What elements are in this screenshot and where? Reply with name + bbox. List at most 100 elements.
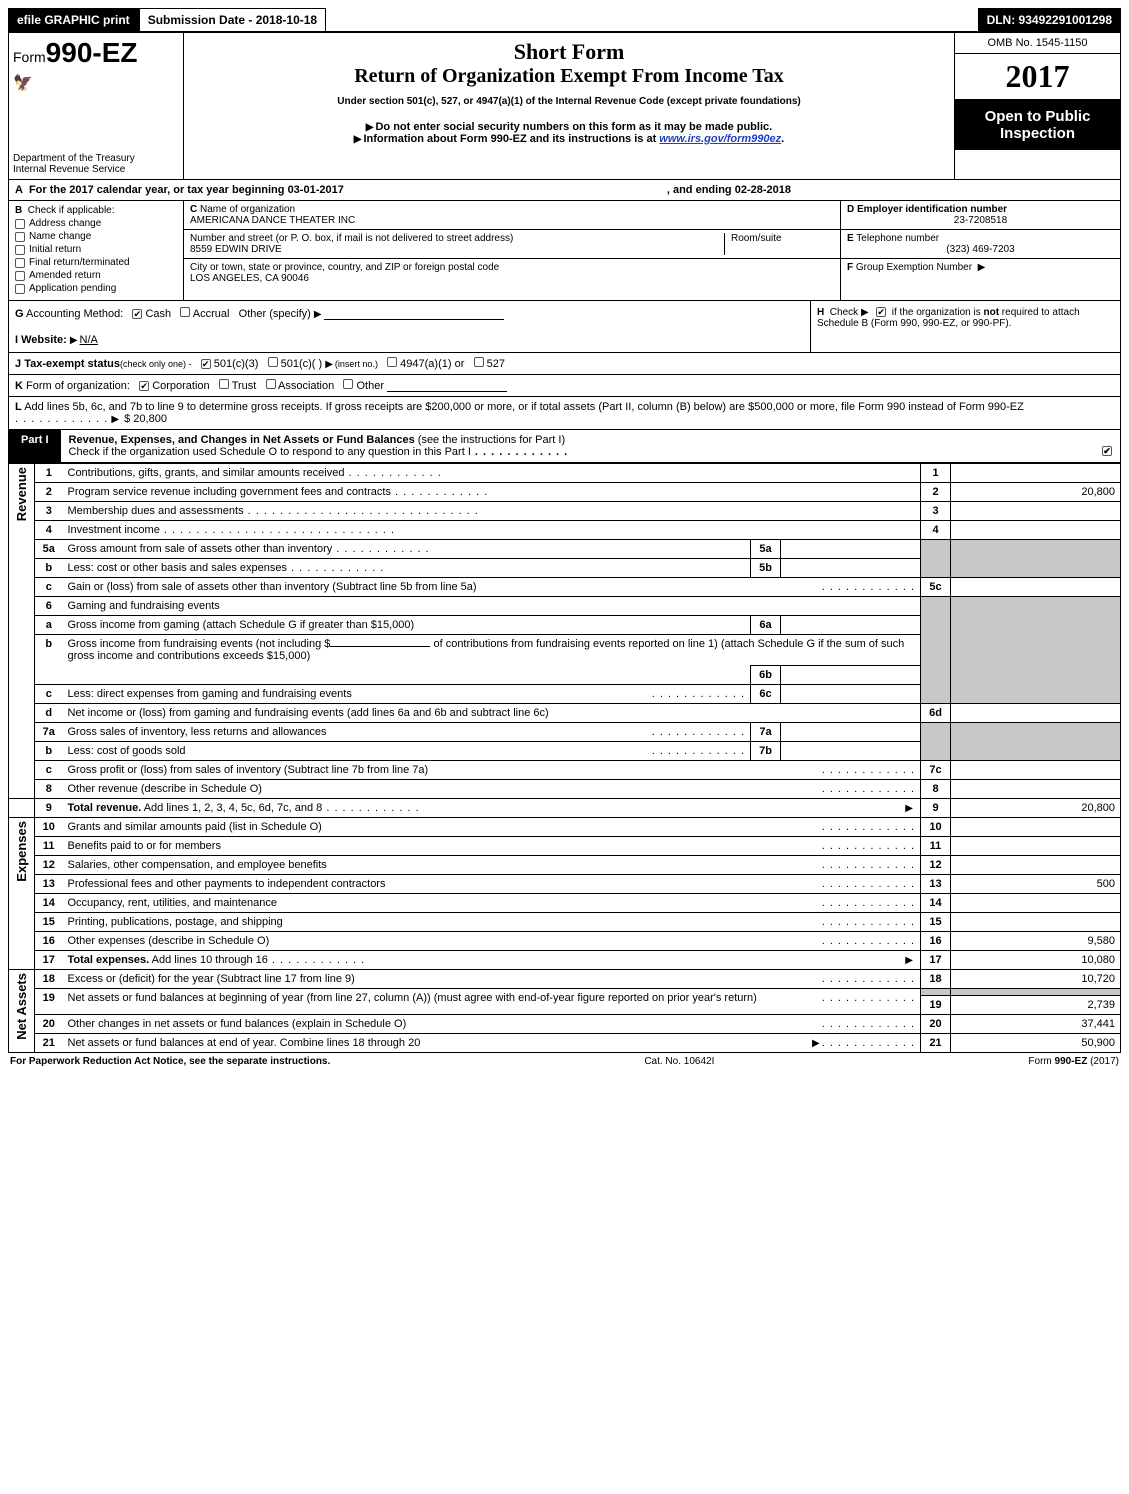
- chk-final-return[interactable]: Final return/terminated: [15, 257, 177, 268]
- line-9: 9 Total revenue. Add lines 1, 2, 3, 4, 5…: [9, 799, 1121, 818]
- chk-501c[interactable]: [268, 357, 278, 367]
- side-revenue: Revenue: [14, 467, 29, 521]
- chk-accrual[interactable]: [180, 307, 190, 317]
- street-label: Number and street (or P. O. box, if mail…: [190, 233, 513, 244]
- dln-badge: DLN: 93492291001298: [978, 8, 1121, 32]
- line-12: 12 Salaries, other compensation, and emp…: [9, 856, 1121, 875]
- section-c: C Name of organization AMERICANA DANCE T…: [184, 201, 840, 300]
- form-prefix: Form: [13, 49, 46, 65]
- city-value: LOS ANGELES, CA 90046: [190, 273, 309, 284]
- chk-cash[interactable]: [132, 309, 142, 319]
- line-20: 20 Other changes in net assets or fund b…: [9, 1015, 1121, 1034]
- label-e: E: [847, 233, 854, 244]
- line-7a: 7a Gross sales of inventory, less return…: [9, 723, 1121, 742]
- section-b-title: Check if applicable:: [28, 205, 115, 216]
- line-15: 15 Printing, publications, postage, and …: [9, 913, 1121, 932]
- section-b: B Check if applicable: Address change Na…: [9, 201, 184, 300]
- form990ez-link[interactable]: www.irs.gov/form990ez: [659, 133, 781, 145]
- part1-table: Revenue 1 Contributions, gifts, grants, …: [8, 463, 1121, 1053]
- title-return: Return of Organization Exempt From Incom…: [190, 65, 948, 88]
- label-l: L: [15, 401, 22, 413]
- line-11: 11 Benefits paid to or for members 11: [9, 837, 1121, 856]
- label-k: K: [15, 380, 23, 392]
- fundraising-amount-input[interactable]: [330, 646, 430, 647]
- line-5c: c Gain or (loss) from sale of assets oth…: [9, 578, 1121, 597]
- chk-4947a1[interactable]: [387, 357, 397, 367]
- section-j: J Tax-exempt status(check only one) - 50…: [8, 353, 1121, 375]
- line-21: 21 Net assets or fund balances at end of…: [9, 1034, 1121, 1053]
- section-a: A For the 2017 calendar year, or tax yea…: [8, 180, 1121, 201]
- ssn-warning: Do not enter social security numbers on …: [190, 121, 948, 133]
- line-2: 2 Program service revenue including gove…: [9, 483, 1121, 502]
- chk-501c3[interactable]: [201, 359, 211, 369]
- line-1: Revenue 1 Contributions, gifts, grants, …: [9, 464, 1121, 483]
- form-of-org-label: Form of organization:: [26, 380, 130, 392]
- form-header: Form990-EZ 🦅 Department of the Treasury …: [8, 32, 1121, 180]
- page-footer: For Paperwork Reduction Act Notice, see …: [8, 1053, 1121, 1070]
- org-name-label: Name of organization: [200, 204, 295, 215]
- label-h: H: [817, 307, 824, 318]
- part1-title: Revenue, Expenses, and Changes in Net As…: [69, 434, 418, 446]
- line-4: 4 Investment income 4: [9, 521, 1121, 540]
- open-to-public: Open to Public Inspection: [955, 100, 1120, 150]
- org-name: AMERICANA DANCE THEATER INC: [190, 215, 355, 226]
- section-def: D Employer identification number 23-7208…: [840, 201, 1120, 300]
- chk-name-change[interactable]: Name change: [15, 231, 177, 242]
- tax-exempt-label: Tax-exempt status: [24, 358, 120, 370]
- arrow-icon: [978, 262, 988, 273]
- other-specify-input[interactable]: [324, 319, 504, 320]
- line-18: Net Assets 18 Excess or (deficit) for th…: [9, 970, 1121, 989]
- section-g: G Accounting Method: Cash Accrual Other …: [15, 307, 804, 320]
- ein-label: Employer identification number: [857, 204, 1007, 215]
- section-a-text: For the 2017 calendar year, or tax year …: [29, 184, 344, 196]
- side-netassets: Net Assets: [14, 973, 29, 1040]
- chk-other-org[interactable]: [343, 379, 353, 389]
- section-l: L Add lines 5b, 6c, and 7b to line 9 to …: [8, 397, 1121, 430]
- line-7c: c Gross profit or (loss) from sales of i…: [9, 761, 1121, 780]
- chk-amended-return[interactable]: Amended return: [15, 270, 177, 281]
- chk-address-change[interactable]: Address change: [15, 218, 177, 229]
- chk-application-pending[interactable]: Application pending: [15, 283, 177, 294]
- group-exemption-label: Group Exemption Number: [856, 262, 972, 273]
- line-3: 3 Membership dues and assessments 3: [9, 502, 1121, 521]
- label-i: I: [15, 334, 18, 346]
- room-suite: Room/suite: [724, 233, 834, 255]
- label-g: G: [15, 308, 24, 320]
- accounting-method-label: Accounting Method:: [26, 308, 123, 320]
- line-14: 14 Occupancy, rent, utilities, and maint…: [9, 894, 1121, 913]
- form-number: Form990-EZ: [13, 37, 179, 69]
- chk-527[interactable]: [474, 357, 484, 367]
- street-value: 8559 EDWIN DRIVE: [190, 244, 282, 255]
- city-label: City or town, state or province, country…: [190, 262, 499, 273]
- chk-corporation[interactable]: [139, 381, 149, 391]
- chk-initial-return[interactable]: Initial return: [15, 244, 177, 255]
- website-value: N/A: [80, 334, 98, 346]
- chk-trust[interactable]: [219, 379, 229, 389]
- tax-year: 2017: [1006, 58, 1070, 94]
- chk-schedule-o-used[interactable]: [1102, 446, 1112, 456]
- efile-badge: efile GRAPHIC print: [8, 8, 139, 32]
- line-8: 8 Other revenue (describe in Schedule O)…: [9, 780, 1121, 799]
- section-h: H Check if the organization is not requi…: [810, 301, 1120, 352]
- line-13: 13 Professional fees and other payments …: [9, 875, 1121, 894]
- info-link-line: Information about Form 990-EZ and its in…: [190, 133, 948, 145]
- chk-association[interactable]: [266, 379, 276, 389]
- under-section: Under section 501(c), 527, or 4947(a)(1)…: [190, 96, 948, 107]
- label-a: A: [15, 184, 23, 196]
- section-k: K Form of organization: Corporation Trus…: [8, 375, 1121, 397]
- form-number-text: 990-EZ: [46, 37, 138, 68]
- section-i: I Website: N/A: [15, 334, 804, 346]
- label-b: B: [15, 205, 22, 216]
- line-5a: 5a Gross amount from sale of assets othe…: [9, 540, 1121, 559]
- label-f: F: [847, 262, 853, 273]
- part1-check-line: Check if the organization used Schedule …: [69, 446, 471, 458]
- paperwork-notice: For Paperwork Reduction Act Notice, see …: [10, 1056, 330, 1067]
- section-gh: G Accounting Method: Cash Accrual Other …: [8, 301, 1121, 353]
- submission-date: Submission Date - 2018-10-18: [139, 8, 326, 32]
- phone-label: Telephone number: [856, 233, 939, 244]
- line-10: Expenses 10 Grants and similar amounts p…: [9, 818, 1121, 837]
- line-17: 17 Total expenses. Add lines 10 through …: [9, 951, 1121, 970]
- chk-schedule-b-not-required[interactable]: [876, 307, 886, 317]
- ein-value: 23-7208518: [847, 215, 1114, 226]
- website-label: Website:: [21, 334, 67, 346]
